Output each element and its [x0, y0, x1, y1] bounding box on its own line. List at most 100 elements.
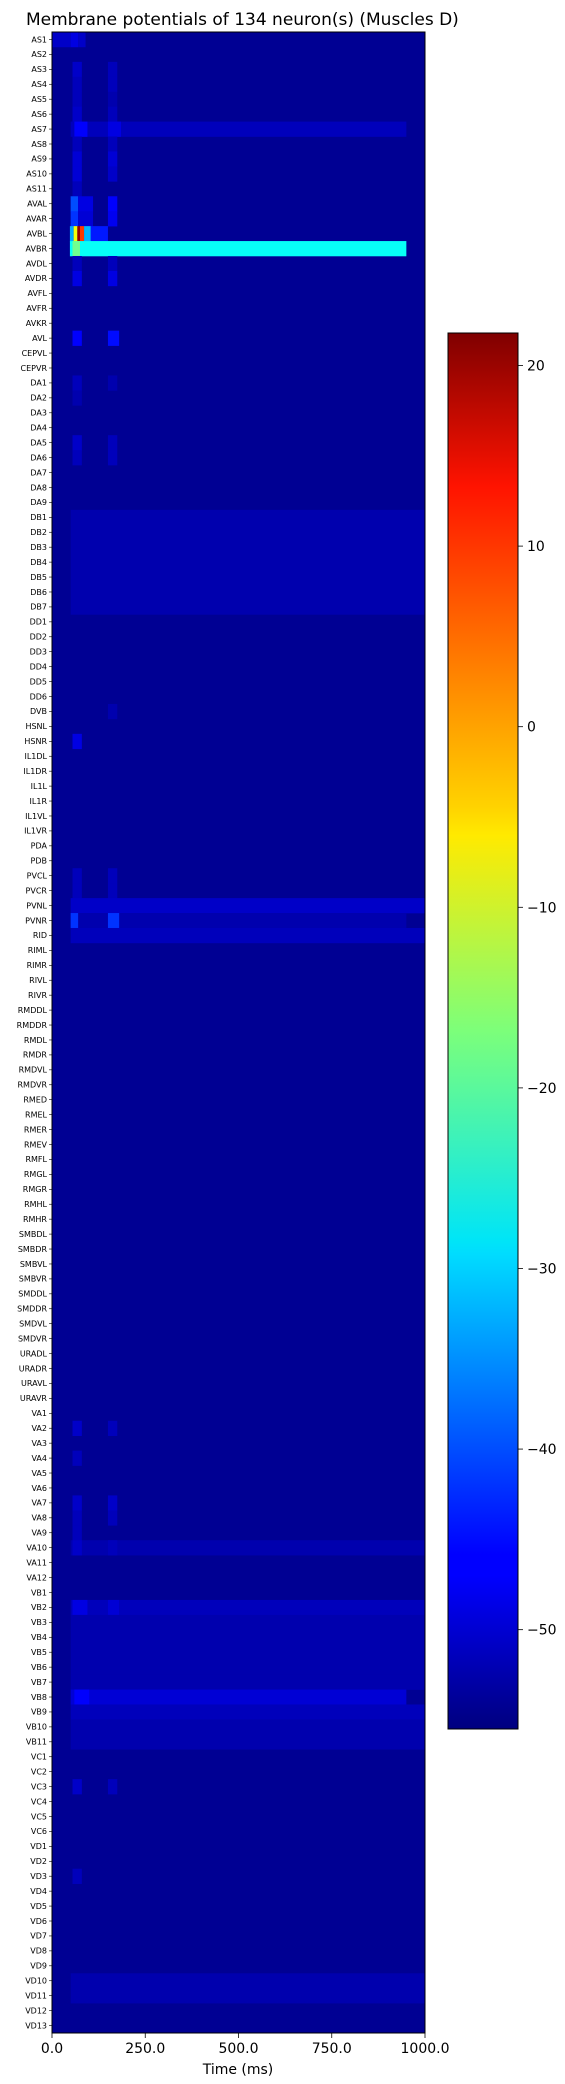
y-tick-label: VD13: [25, 2021, 47, 2030]
heat-cell-pvnl: [71, 898, 425, 913]
y-tick-label: SMDDR: [17, 1305, 47, 1314]
x-tick-label: 0.0: [41, 2041, 63, 2057]
heat-cell-vb2: [71, 1600, 425, 1615]
y-tick-label: RMED: [23, 1095, 47, 1104]
x-axis-ticks: 0.0 250.0 500.0 750.0 1000.0: [41, 2033, 450, 2057]
y-tick-label: URAVL: [21, 1379, 48, 1388]
y-tick-label: RMER: [24, 1125, 48, 1134]
heat-cell-avbl: [74, 226, 78, 241]
y-tick-label: DB2: [30, 528, 47, 537]
y-tick-label: AVAR: [26, 214, 47, 223]
y-tick-label: VD1: [30, 1842, 47, 1851]
y-tick-label: RMHL: [24, 1200, 47, 1209]
y-tick-label: VD5: [30, 1902, 47, 1911]
heat-cell-avbr: [73, 241, 80, 256]
heat-cell-va4: [73, 1451, 82, 1466]
colorbar-gradient: [448, 333, 518, 1729]
y-tick-label: RMEL: [25, 1110, 48, 1119]
y-tick-label: VD11: [25, 1991, 47, 2000]
colorbar-tick-label: 0: [527, 720, 536, 736]
heat-cell-vb11: [71, 1734, 425, 1749]
heat-cell-pvcl: [108, 868, 117, 883]
heat-cell-va2: [108, 1421, 117, 1436]
y-tick-label: PVNL: [26, 901, 47, 910]
y-tick-label: VB4: [31, 1633, 47, 1642]
heat-cell-vb2: [73, 1600, 88, 1615]
y-tick-label: AVFL: [28, 289, 48, 298]
heat-cell-db4: [71, 555, 425, 570]
y-tick-label: AS4: [31, 80, 47, 89]
y-tick-label: SMBVR: [19, 1275, 48, 1284]
y-tick-label: VC5: [31, 1812, 47, 1821]
x-tick-label: 500.0: [218, 2041, 258, 2057]
y-tick-label: AS5: [31, 95, 47, 104]
heat-cell-as7: [108, 122, 121, 137]
y-tick-label: VA3: [31, 1439, 47, 1448]
heat-cell-da2: [73, 390, 82, 405]
heat-cell-aval: [108, 196, 117, 211]
heat-cell-avdl: [73, 256, 82, 271]
chart-title: Membrane potentials of 134 neuron(s) (Mu…: [26, 10, 459, 30]
x-tick-label: 250.0: [125, 2041, 165, 2057]
y-tick-label: URADL: [20, 1349, 48, 1358]
heat-cell-va7: [108, 1495, 117, 1510]
heat-cell-vb4: [71, 1630, 425, 1645]
y-tick-label: RMDR: [23, 1051, 48, 1060]
heat-cell-vb9: [71, 1704, 425, 1719]
y-tick-label: AVAL: [27, 200, 47, 209]
y-tick-label: AVDR: [25, 274, 48, 283]
heat-cell-va8: [73, 1510, 82, 1525]
y-tick-label: VB6: [31, 1663, 47, 1672]
x-tick-label: 1000.0: [401, 2041, 450, 2057]
colorbar-tick-label: −30: [527, 1261, 557, 1277]
heat-cell-as4: [108, 77, 117, 92]
heat-cell-avar: [71, 211, 78, 226]
heat-cell-db2: [71, 525, 425, 540]
y-tick-label: DA8: [30, 483, 47, 492]
heat-cell-va7: [73, 1495, 82, 1510]
y-tick-label: DB6: [30, 588, 47, 597]
y-tick-label: VA1: [31, 1409, 47, 1418]
y-tick-label: PDB: [31, 857, 47, 866]
y-tick-label: IL1R: [30, 797, 48, 806]
y-tick-label: AS6: [31, 110, 47, 119]
heat-cell-avbr: [70, 241, 406, 256]
y-tick-label: VA11: [26, 1558, 47, 1567]
y-tick-label: PVNR: [25, 916, 47, 925]
y-tick-label: RIVL: [29, 976, 47, 985]
heat-cell-as6: [108, 107, 117, 122]
y-tick-label: VA6: [31, 1484, 47, 1493]
heat-cell-va8: [108, 1510, 117, 1525]
heat-cell-as8: [108, 137, 117, 152]
heat-cell-as6: [73, 107, 82, 122]
heat-cell-avl: [108, 331, 119, 346]
y-tick-label: CEPVL: [22, 349, 48, 358]
heat-cell-as5: [73, 92, 82, 107]
heat-cell-vb10: [71, 1719, 425, 1734]
y-tick-label: DD5: [30, 677, 47, 686]
y-tick-label: RMFL: [25, 1155, 47, 1164]
heat-cell-va10: [73, 1540, 82, 1555]
y-tick-label: DVB: [30, 707, 47, 716]
y-tick-label: IL1VL: [25, 812, 47, 821]
y-tick-label: DA7: [30, 468, 47, 477]
y-tick-label: RMDDR: [17, 1021, 48, 1030]
y-tick-label: DD1: [30, 618, 47, 627]
y-tick-label: AVFR: [26, 304, 47, 313]
y-tick-label: VC6: [31, 1827, 47, 1836]
heat-cell-db7: [71, 599, 425, 614]
y-tick-label: VD2: [30, 1857, 47, 1866]
y-tick-label: VA5: [31, 1469, 47, 1478]
heat-cell-vb6: [71, 1660, 425, 1675]
y-tick-label: PVCL: [27, 872, 48, 881]
heat-cell-vb3: [71, 1615, 425, 1630]
heat-cell-hsnr: [73, 734, 82, 749]
y-tick-label: PVCR: [26, 886, 48, 895]
y-tick-label: AVDL: [26, 259, 48, 268]
y-tick-label: RMEV: [24, 1140, 48, 1149]
y-tick-label: VD3: [30, 1872, 47, 1881]
heat-cell-as10: [108, 166, 117, 181]
heat-cell-pvcr: [108, 883, 117, 898]
y-tick-label: VA2: [31, 1424, 47, 1433]
heat-cell-vb2: [108, 1600, 119, 1615]
